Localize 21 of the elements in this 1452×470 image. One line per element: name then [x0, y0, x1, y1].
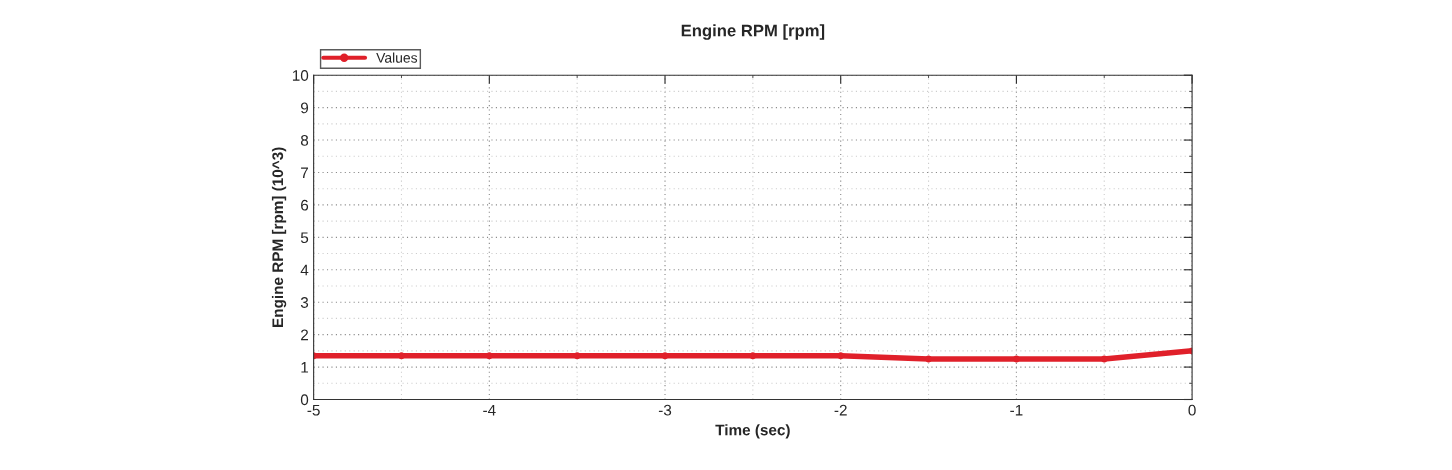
x-tick-label: -1 [1010, 404, 1023, 416]
x-tick-label: 0 [1188, 404, 1196, 416]
chart-title: Engine RPM [rpm] [681, 24, 825, 40]
x-axis-title: Time (sec) [715, 424, 790, 439]
x-tick-label: -3 [658, 404, 672, 416]
y-tick-label: 2 [301, 329, 308, 341]
y-tick-label: 0 [300, 394, 309, 406]
y-tick-label: 8 [300, 134, 309, 146]
y-tick-label: 6 [301, 199, 309, 211]
y-axis-title: Engine RPM [rpm] (10^3) [271, 147, 287, 327]
x-tick-label: -2 [834, 404, 847, 416]
y-tick-label: 3 [300, 297, 309, 308]
y-tick-label: 9 [300, 102, 309, 114]
legend-label: Values [376, 52, 418, 63]
y-tick-label: 7 [301, 167, 308, 179]
y-tick-label: 1 [301, 362, 309, 373]
x-tick-label: -5 [307, 404, 320, 416]
y-tick-label: 10 [292, 70, 309, 81]
x-tick-label: -4 [483, 404, 496, 416]
y-tick-label: 4 [300, 264, 309, 276]
y-tick-label: 5 [300, 232, 309, 244]
